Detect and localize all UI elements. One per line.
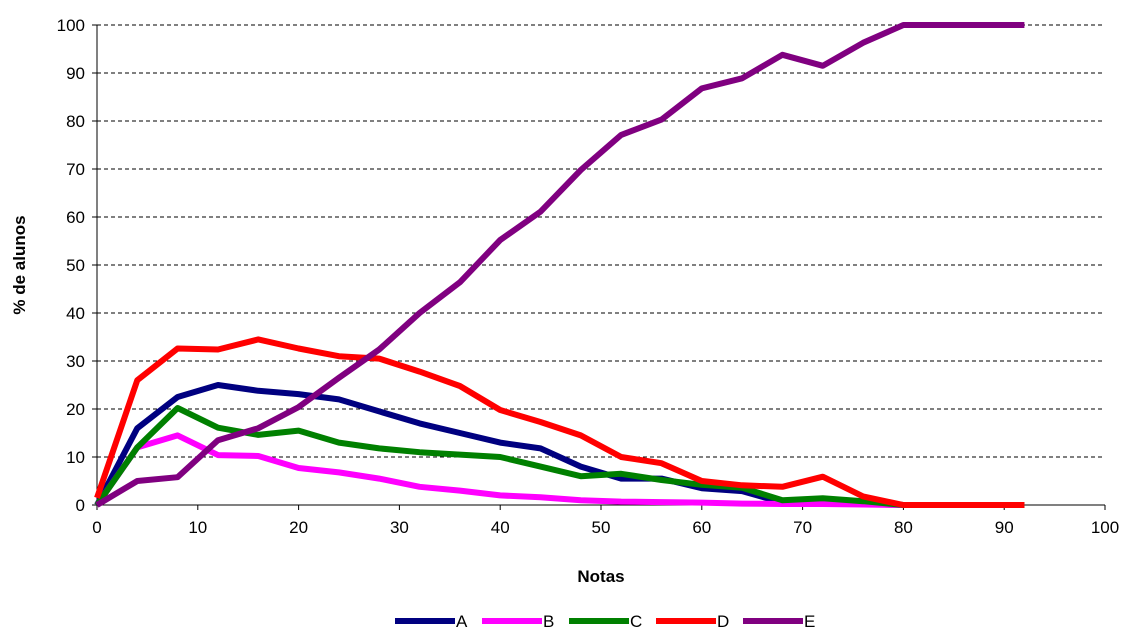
y-tick-label: 100 — [57, 16, 85, 35]
tick-labels: 0 10 20 30 40 50 60 70 80 90 100 0 10 20 30 40 50 60 70 80 9… — [57, 16, 1120, 537]
series-lines — [94, 22, 1025, 508]
x-tick-label: 50 — [592, 518, 611, 537]
series-line-E — [95, 22, 1025, 508]
y-tick-label: 40 — [66, 304, 85, 323]
legend-label-E: E — [804, 612, 815, 630]
axes — [92, 24, 1106, 510]
y-tick-label: 70 — [66, 160, 85, 179]
y-tick-label: 90 — [66, 64, 85, 83]
series-line-D — [94, 336, 1025, 508]
y-tick-label: 50 — [66, 256, 85, 275]
y-tick-label: 20 — [66, 400, 85, 419]
x-axis-title: Notas — [577, 567, 624, 586]
legend-label-B: B — [543, 612, 554, 630]
x-tick-label: 90 — [995, 518, 1014, 537]
series-line-A — [94, 382, 1025, 508]
x-tick-label: 100 — [1091, 518, 1119, 537]
legend-label-A: A — [456, 612, 468, 630]
legend-label-C: C — [630, 612, 642, 630]
y-tick-label: 0 — [76, 496, 85, 515]
legend: A B C D E — [395, 612, 815, 630]
y-tick-label: 30 — [66, 352, 85, 371]
x-tick-label: 70 — [793, 518, 812, 537]
legend-label-D: D — [717, 612, 729, 630]
y-tick-label: 80 — [66, 112, 85, 131]
x-tick-label: 20 — [289, 518, 308, 537]
x-tick-label: 80 — [894, 518, 913, 537]
y-tick-label: 10 — [66, 448, 85, 467]
x-tick-label: 0 — [92, 518, 101, 537]
x-tick-label: 40 — [491, 518, 510, 537]
y-axis-title: % de alunos — [10, 215, 29, 314]
x-tick-label: 10 — [188, 518, 207, 537]
x-tick-label: 30 — [390, 518, 409, 537]
y-tick-label: 60 — [66, 208, 85, 227]
x-tick-label: 60 — [692, 518, 711, 537]
series-line-C — [94, 405, 1025, 508]
